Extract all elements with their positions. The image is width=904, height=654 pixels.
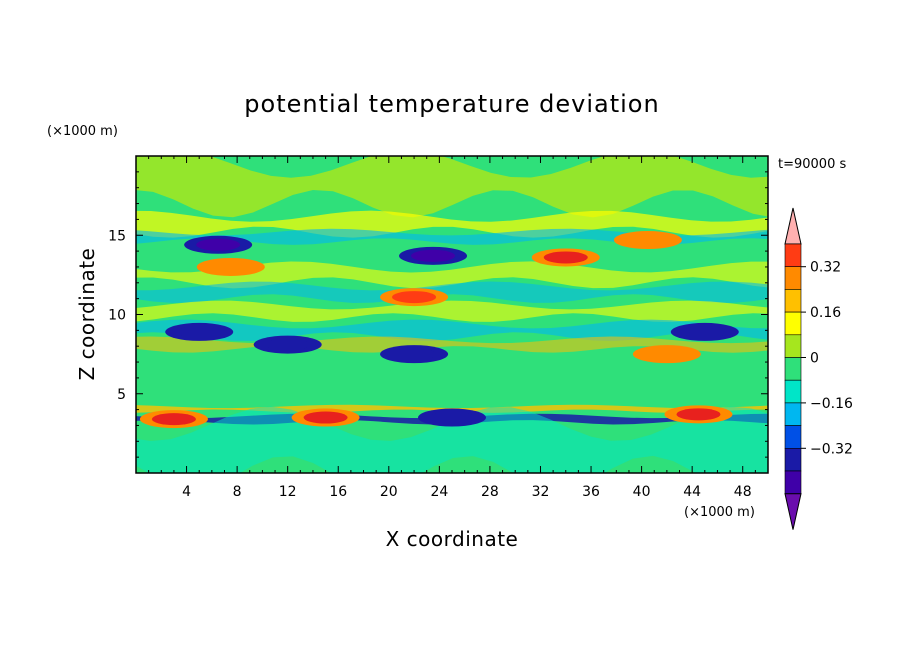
colorbar-segment [784,311,802,336]
feature-core [177,325,222,338]
contour-band [136,406,768,473]
colorbar: −0.32 −0.16 0 0.16 0.32 [784,207,853,530]
feature-core [543,251,588,264]
colorbar-segment [784,357,802,381]
contour-band [136,300,768,323]
contour-band [136,210,768,238]
feature-core [644,348,689,361]
feature-core [676,408,721,421]
feature-core [208,260,253,273]
x-axis: 4 8 12 16 20 24 28 32 36 40 44 48 [148,156,756,500]
colorbar-label: 0.16 [810,305,841,321]
x-tick-label: 40 [633,484,651,500]
contour-band [136,319,768,342]
colorbar-segment [784,243,802,268]
colorbar-label: −0.32 [810,441,853,457]
feature-core [196,238,241,251]
x-tick-label: 32 [532,484,550,500]
x-unit-label: (×1000 m) [684,505,755,520]
y-tick-label: 15 [108,228,126,244]
feature-core [625,234,670,247]
feature-core [151,413,196,426]
feature-core [392,348,437,361]
y-unit-label: (×1000 m) [47,124,118,139]
x-tick-label: 48 [734,484,752,500]
feature-core [430,411,474,424]
contour-band [136,261,768,289]
plot-area [136,156,768,473]
colorbar-segment [784,402,802,426]
colorbar-segment [784,447,802,472]
y-axis-label: Z coordinate [75,248,99,381]
x-tick-label: 8 [233,484,242,500]
x-tick-label: 28 [481,484,499,500]
x-tick-label: 20 [380,484,398,500]
contour-band [136,228,768,245]
chart-title: potential temperature deviation [244,90,659,118]
x-tick-label: 24 [430,484,448,500]
colorbar-segment [784,334,802,358]
y-tick-label: 10 [108,308,126,324]
colorbar-segment [784,266,802,290]
feature-core [265,338,310,351]
colorbar-segment [784,379,802,404]
contour-band [136,281,768,304]
x-tick-label: 16 [329,484,347,500]
time-label: t=90000 s [778,157,846,172]
y-axis: 5 10 15 [108,171,768,458]
x-tick-label: 12 [279,484,297,500]
colorbar-label: 0.32 [810,260,841,276]
x-tick-label: 4 [182,484,191,500]
colorbar-segment [784,470,802,495]
colorbar-label: 0 [810,351,819,367]
x-tick-label: 44 [683,484,701,500]
contour-band [136,336,768,353]
colorbar-min-triangle [784,493,802,530]
feature-core [682,325,727,338]
contour-features [139,231,739,429]
colorbar-segment [784,289,802,313]
feature-core [303,411,348,424]
x-tick-label: 36 [582,484,600,500]
y-tick-label: 5 [117,387,126,403]
feature-core [392,291,437,304]
feature-core [411,249,456,262]
x-axis-label: X coordinate [386,527,519,551]
contour-band [136,156,768,218]
colorbar-segment [784,425,802,449]
colorbar-label: −0.16 [810,396,853,412]
colorbar-max-triangle [784,207,802,245]
